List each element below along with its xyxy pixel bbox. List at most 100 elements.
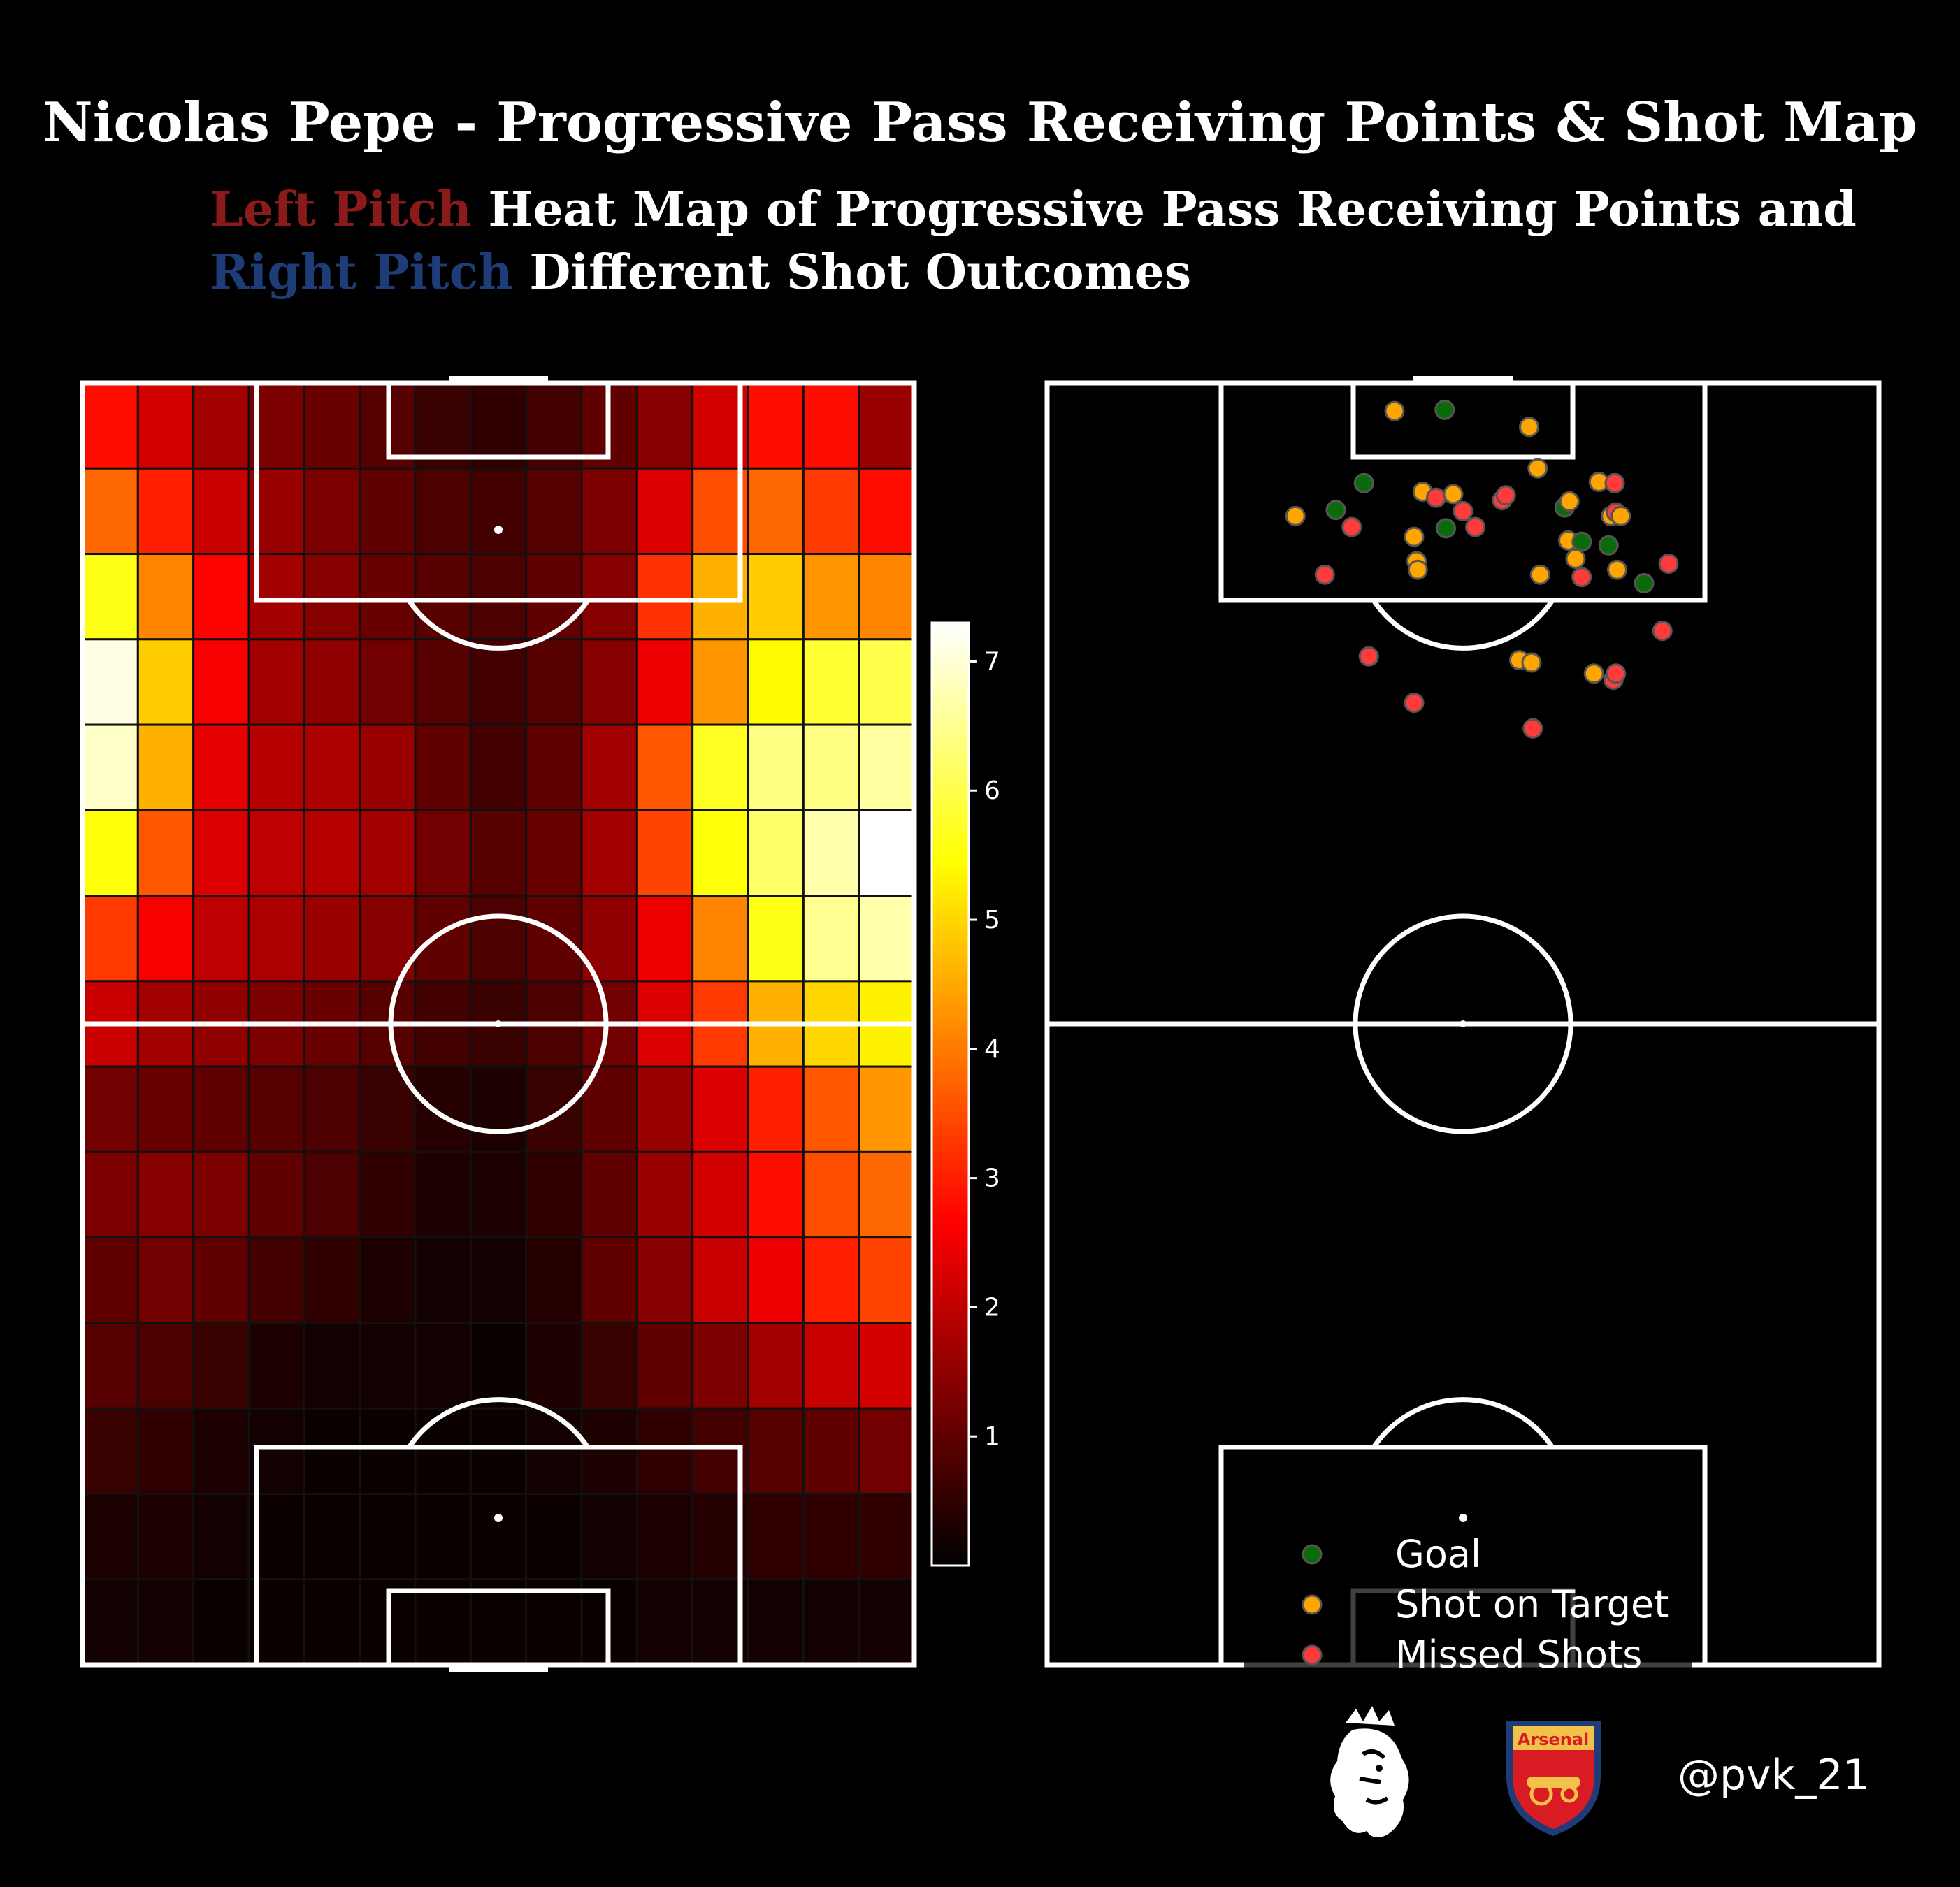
- shot-point-goal: [1598, 535, 1619, 556]
- legend: Goal Shot on Target Missed Shots: [1302, 1532, 1669, 1677]
- shot-point-missed: [1571, 567, 1592, 588]
- heatmap-cell: [802, 1236, 860, 1324]
- heatmap-cell: [81, 553, 139, 641]
- heatmap-cell: [303, 1236, 361, 1324]
- heatmap-cell: [247, 1150, 305, 1239]
- shot-point-goal: [1634, 572, 1655, 593]
- heatmap-cell: [303, 1150, 361, 1239]
- heatmap-cell: [691, 1236, 749, 1324]
- heatmap-cell: [192, 382, 250, 470]
- heatmap-cell: [81, 467, 139, 556]
- heatmap-cell: [580, 553, 638, 641]
- author-handle: @pvk_21: [1678, 1751, 1870, 1800]
- heatmap-cell: [192, 1236, 250, 1324]
- heatmap-cell: [469, 467, 528, 556]
- heatmap-cell: [802, 1322, 860, 1410]
- heatmap-cell: [469, 1407, 528, 1495]
- heatmap-cell: [747, 382, 805, 470]
- heatmap-cell: [414, 638, 472, 726]
- shot-point-on-target: [1527, 458, 1548, 479]
- heatmap-cell: [747, 809, 805, 897]
- shot-point-missed: [1314, 564, 1335, 585]
- colorbar-tick-label: 3: [984, 1164, 1000, 1193]
- heatmap-cell: [469, 1492, 528, 1581]
- heatmap-cell: [747, 1407, 805, 1495]
- heatmap-cell: [525, 467, 583, 556]
- heatmap-cell: [635, 809, 694, 897]
- shot-point-missed: [1658, 554, 1679, 574]
- heatmap-cell: [747, 553, 805, 641]
- heatmap-cell: [635, 1322, 694, 1410]
- heatmap-cell: [359, 638, 417, 726]
- heatmap-cell: [136, 467, 195, 556]
- heatmap-cell: [747, 467, 805, 556]
- subtitle-line-2: Right Pitch Different Shot Outcomes: [210, 245, 1191, 301]
- heatmap-cell: [303, 467, 361, 556]
- shot-point-missed: [1453, 500, 1473, 521]
- heatmap-cell: [858, 1065, 916, 1153]
- heatmap-cell: [303, 895, 361, 983]
- heatmap-cell: [802, 1065, 860, 1153]
- heatmap-cell: [635, 723, 694, 811]
- heatmap-cell: [580, 1150, 638, 1239]
- heatmap-cell: [469, 1236, 528, 1324]
- shot-point-missed: [1426, 487, 1446, 508]
- heatmap-cell: [691, 1322, 749, 1410]
- legend-label-goal: Goal: [1395, 1532, 1481, 1576]
- heatmap-cell: [747, 1065, 805, 1153]
- heatmap-cell: [635, 553, 694, 641]
- heatmap-cell: [858, 809, 916, 897]
- heatmap-cell: [469, 1150, 528, 1239]
- heatmap-cell: [81, 382, 139, 470]
- shot-point-on-target: [1583, 663, 1604, 684]
- heatmap-cell: [136, 553, 195, 641]
- shot-point-on-target: [1443, 484, 1464, 505]
- heatmap-cell: [747, 638, 805, 726]
- heatmap-cell: [247, 1236, 305, 1324]
- heatmap-cell: [635, 467, 694, 556]
- heatmap-cell: [81, 1236, 139, 1324]
- heatmap-cell: [858, 1322, 916, 1410]
- shot-point-on-target: [1519, 417, 1539, 438]
- right-pitch-label: Right Pitch: [210, 245, 513, 301]
- heatmap-cell: [802, 1407, 860, 1495]
- heatmap-cell: [525, 1065, 583, 1153]
- heatmap-cell: [81, 1150, 139, 1239]
- heatmap-cell: [414, 1322, 472, 1410]
- heatmap-cell: [525, 1407, 583, 1495]
- shot-point-missed: [1652, 621, 1673, 642]
- left-bottom-penalty-spot: [494, 1514, 503, 1522]
- heatmap-cell: [192, 809, 250, 897]
- colorbar-tick-label: 5: [984, 906, 1000, 934]
- heatmap-cell: [691, 1150, 749, 1239]
- heatmap-cell: [747, 895, 805, 983]
- heatmap-cell: [359, 467, 417, 556]
- heatmap-cell: [81, 895, 139, 983]
- heatmap-cell: [247, 895, 305, 983]
- shot-points: [1285, 399, 1679, 739]
- heatmap-cell: [525, 809, 583, 897]
- heatmap-cell: [192, 1150, 250, 1239]
- shot-point-goal: [1434, 399, 1455, 420]
- heatmap-cell: [303, 553, 361, 641]
- shot-point-goal: [1325, 500, 1346, 521]
- heatmap-cell: [691, 895, 749, 983]
- heatmap-cell: [81, 1492, 139, 1581]
- heatmap-cell: [580, 467, 638, 556]
- heatmap-cell: [525, 638, 583, 726]
- heatmap-cell: [359, 1236, 417, 1324]
- heatmap-cell: [635, 382, 694, 470]
- heatmap-cell: [81, 1322, 139, 1410]
- heatmap-cell: [858, 553, 916, 641]
- shot-point-on-target: [1285, 505, 1306, 526]
- heatmap-cells: [81, 382, 916, 1666]
- heatmap-cell: [192, 467, 250, 556]
- heatmap-cell: [247, 809, 305, 897]
- heatmap-cell: [414, 1492, 472, 1581]
- heatmap-cell: [635, 638, 694, 726]
- heatmap-cell: [136, 1578, 195, 1666]
- heatmap-cell: [635, 1407, 694, 1495]
- heatmap-cell: [303, 638, 361, 726]
- heatmap-cell: [635, 1236, 694, 1324]
- heatmap-cell: [747, 1578, 805, 1666]
